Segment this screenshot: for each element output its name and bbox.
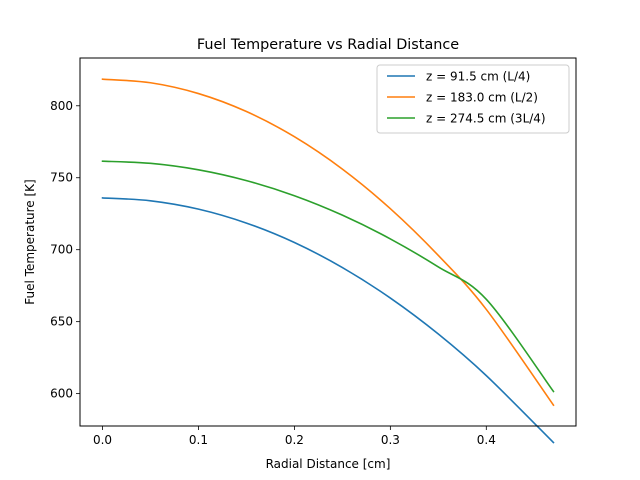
- legend-label-1: z = 183.0 cm (L/2): [426, 91, 538, 105]
- y-tick-label: 650: [50, 315, 73, 329]
- legend-label-0: z = 91.5 cm (L/4): [426, 70, 530, 84]
- y-tick-label: 600: [50, 387, 73, 401]
- y-tick-label: 800: [50, 99, 73, 113]
- y-axis-label: Fuel Temperature [K]: [23, 179, 37, 304]
- y-axis-ticks: 600 650 700 750 800: [50, 99, 80, 401]
- y-tick-label: 700: [50, 243, 73, 257]
- chart-title: Fuel Temperature vs Radial Distance: [197, 37, 459, 53]
- x-tick-label: 0.3: [381, 433, 400, 447]
- x-tick-label: 0.0: [93, 433, 112, 447]
- x-tick-label: 0.2: [285, 433, 304, 447]
- series-line-1: [101, 78, 555, 407]
- legend-label-2: z = 274.5 cm (3L/4): [426, 112, 546, 126]
- series-layer: [101, 78, 555, 444]
- x-tick-label: 0.4: [477, 433, 496, 447]
- legend-frame: [376, 64, 570, 134]
- x-axis-label: Radial Distance [cm]: [266, 457, 391, 471]
- y-tick-label: 750: [50, 171, 73, 185]
- axes-frame: [79, 57, 577, 427]
- x-tick-label: 0.1: [189, 433, 208, 447]
- series-line-0: [101, 197, 555, 444]
- x-axis-ticks: 0.0 0.1 0.2 0.3 0.4: [93, 426, 496, 447]
- series-line-2: [101, 160, 555, 393]
- legend-entries: z = 91.5 cm (L/4) z = 183.0 cm (L/2) z = 2…: [387, 70, 546, 126]
- legend: z = 91.5 cm (L/4) z = 183.0 cm (L/2) z = 2…: [376, 64, 570, 134]
